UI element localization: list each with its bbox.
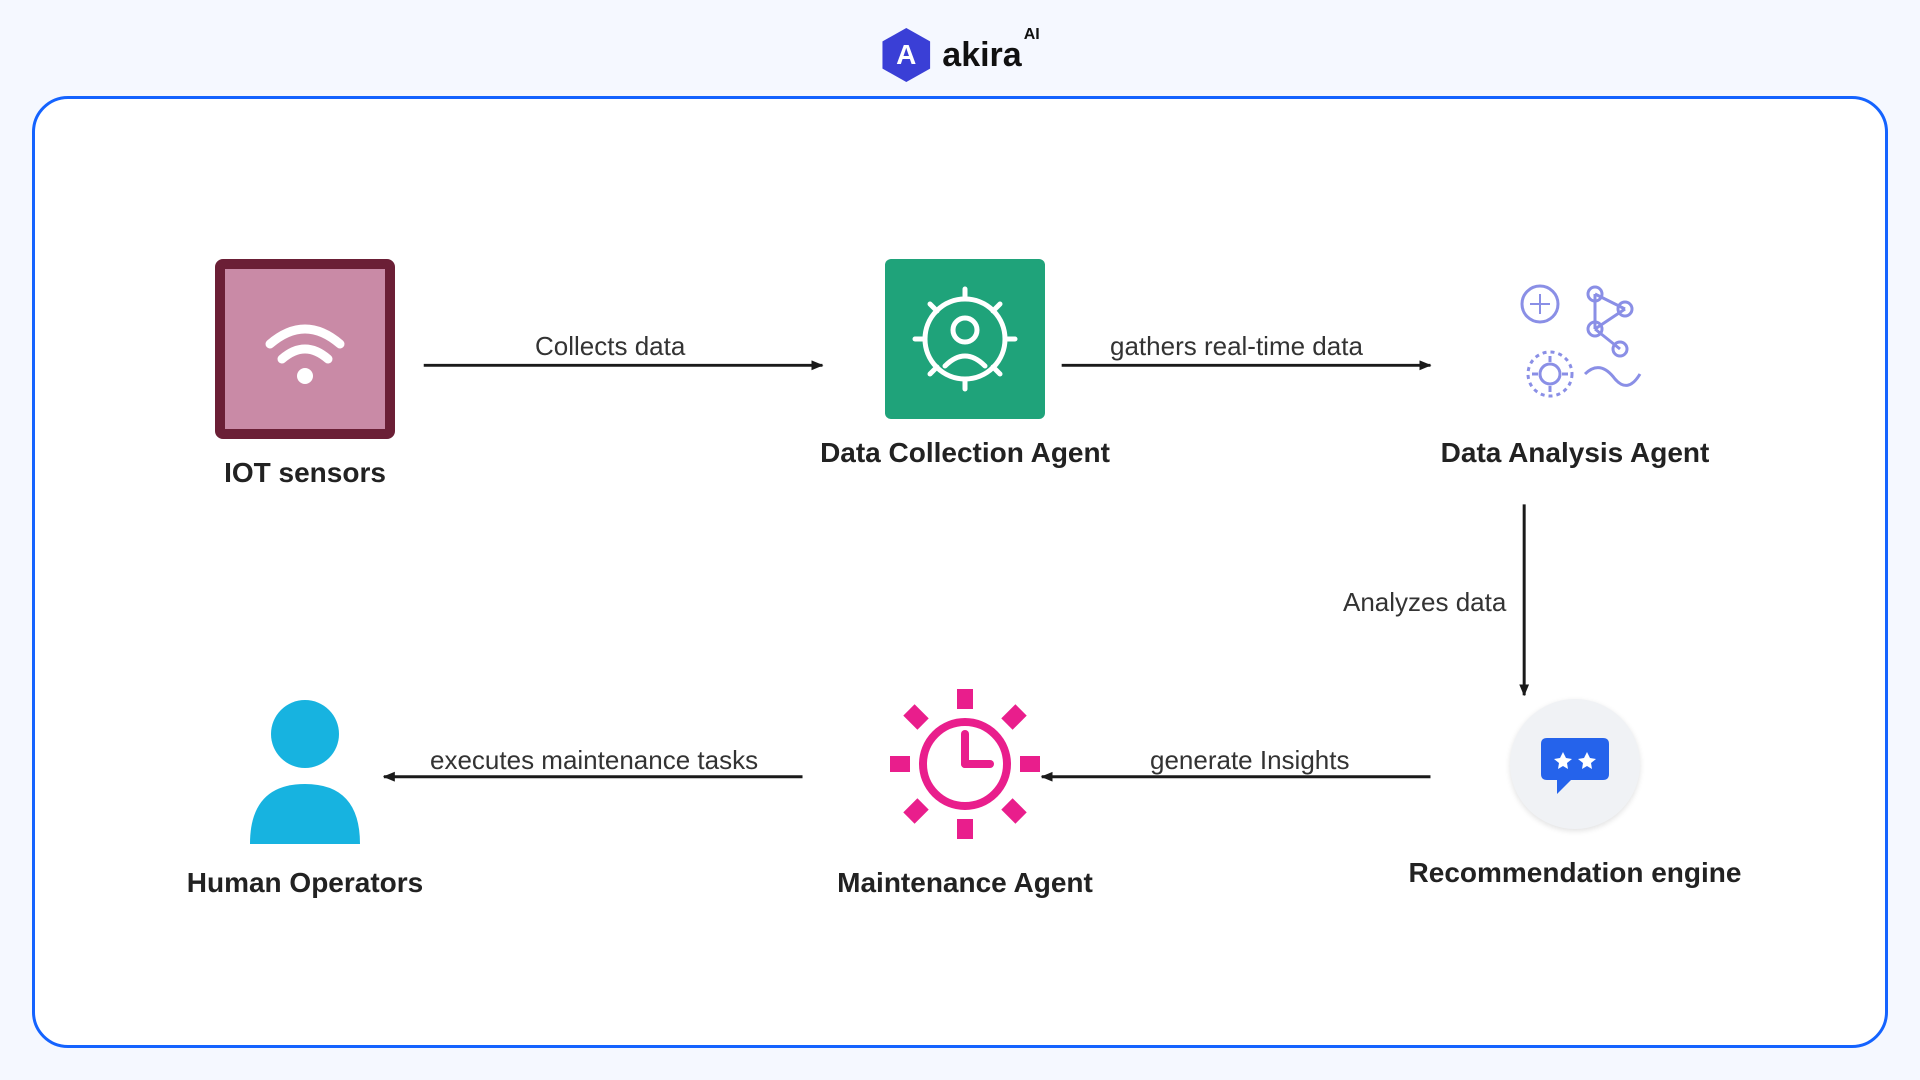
node-label: Recommendation engine: [1405, 857, 1745, 889]
node-data-analysis-agent: Data Analysis Agent: [1425, 259, 1725, 469]
edge-label: Collects data: [535, 331, 685, 362]
node-recommendation-engine: Recommendation engine: [1405, 699, 1745, 889]
node-label: Data Collection Agent: [805, 437, 1125, 469]
node-human-operators: Human Operators: [165, 689, 445, 899]
brand-name: akiraAI: [942, 36, 1037, 75]
edge-label: Analyzes data: [1343, 587, 1506, 618]
node-data-collection-agent: Data Collection Agent: [805, 259, 1125, 469]
brand-name-text: akira: [942, 36, 1021, 74]
edge-label: generate Insights: [1150, 745, 1349, 776]
node-label: Maintenance Agent: [805, 867, 1125, 899]
node-label: Human Operators: [165, 867, 445, 899]
brand-hex-icon: A: [882, 28, 930, 82]
node-iot-sensors: IOT sensors: [175, 259, 435, 489]
network-analysis-icon: [1495, 259, 1655, 419]
wifi-icon: [215, 259, 395, 439]
person-icon: [225, 689, 385, 849]
page-root: A akiraAI: [0, 0, 1920, 1080]
diagram-frame: IOT sensors: [32, 96, 1888, 1048]
brand-logo: A akiraAI: [882, 28, 1037, 82]
node-label: IOT sensors: [175, 457, 435, 489]
arrows-layer: [35, 99, 1885, 1045]
chat-stars-icon: [1510, 699, 1640, 829]
node-label: Data Analysis Agent: [1425, 437, 1725, 469]
node-maintenance-agent: Maintenance Agent: [805, 679, 1125, 899]
gear-person-icon: [885, 259, 1045, 419]
edge-label: executes maintenance tasks: [430, 745, 758, 776]
diagram-canvas: IOT sensors: [35, 99, 1885, 1045]
gear-clock-icon: [880, 679, 1050, 849]
edge-label: gathers real-time data: [1110, 331, 1363, 362]
brand-superscript: AI: [1024, 26, 1040, 43]
brand-hex-letter: A: [896, 39, 916, 71]
